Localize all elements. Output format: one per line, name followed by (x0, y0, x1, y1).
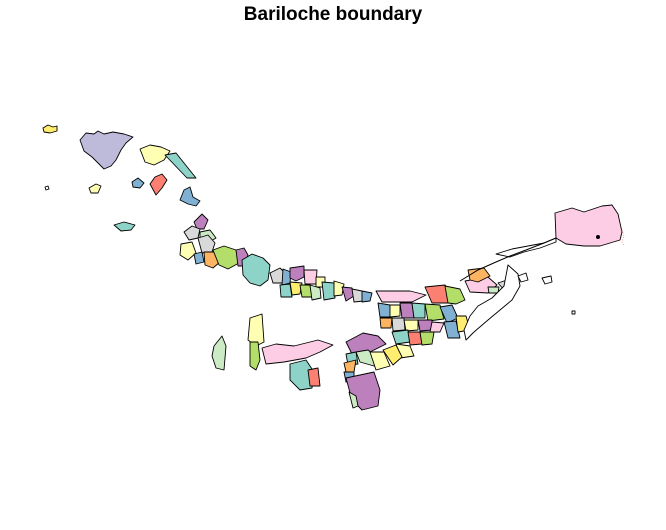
district-polygon (343, 359, 357, 373)
district-polygon (377, 302, 392, 318)
district-polygon (495, 237, 557, 258)
district-polygon (249, 341, 261, 371)
district-polygon (382, 344, 403, 366)
district-polygon (42, 124, 58, 134)
district-polygon (241, 253, 271, 287)
district-polygon (289, 265, 305, 282)
point-marker (596, 235, 600, 239)
district-polygon (403, 319, 419, 332)
district-polygon (179, 186, 201, 207)
district-polygon (247, 313, 265, 347)
district-polygon (309, 284, 322, 301)
district-polygon (333, 280, 345, 297)
district-polygon (321, 281, 336, 301)
district-polygon (541, 275, 553, 285)
district-polygon (443, 320, 461, 339)
district-polygon (379, 317, 393, 329)
district-polygon (463, 264, 521, 341)
district-polygon (419, 331, 435, 346)
district-polygon (131, 177, 145, 189)
district-polygon (44, 185, 50, 191)
district-polygon (517, 272, 529, 283)
district-polygon (197, 234, 216, 254)
district-polygon (193, 251, 205, 265)
district-polygon (424, 303, 445, 322)
district-polygon (179, 241, 197, 261)
district-polygon (307, 367, 321, 387)
district-polygon (88, 183, 102, 194)
district-polygon (375, 290, 427, 303)
district-polygon (571, 310, 576, 315)
district-polygon (289, 359, 315, 391)
district-polygon (391, 329, 411, 345)
district-polygon (429, 321, 445, 333)
district-polygon (212, 245, 240, 270)
district-polygon (411, 302, 426, 319)
district-polygon (279, 283, 293, 298)
district-polygon (183, 225, 201, 241)
district-polygon (303, 269, 318, 285)
district-polygon (345, 371, 381, 411)
district-polygon (389, 304, 401, 318)
district-polygon (348, 391, 359, 409)
district-polygon (439, 304, 459, 324)
district-polygon (369, 351, 391, 371)
district-polygon (149, 173, 168, 196)
district-polygon (554, 204, 623, 247)
district-polygon (417, 319, 433, 332)
district-polygon (79, 130, 134, 170)
map-title: Bariloche boundary (243, 4, 423, 25)
district-polygon (211, 335, 227, 371)
coastline-line (459, 237, 557, 282)
district-polygon (444, 285, 466, 305)
district-polygon (193, 213, 209, 230)
district-polygon (361, 290, 373, 303)
district-polygon (289, 281, 303, 296)
district-polygon (391, 317, 406, 332)
district-polygon (113, 221, 136, 232)
district-polygon (261, 339, 334, 365)
eastern-edge-line (621, 229, 625, 247)
district-polygon (164, 152, 197, 179)
